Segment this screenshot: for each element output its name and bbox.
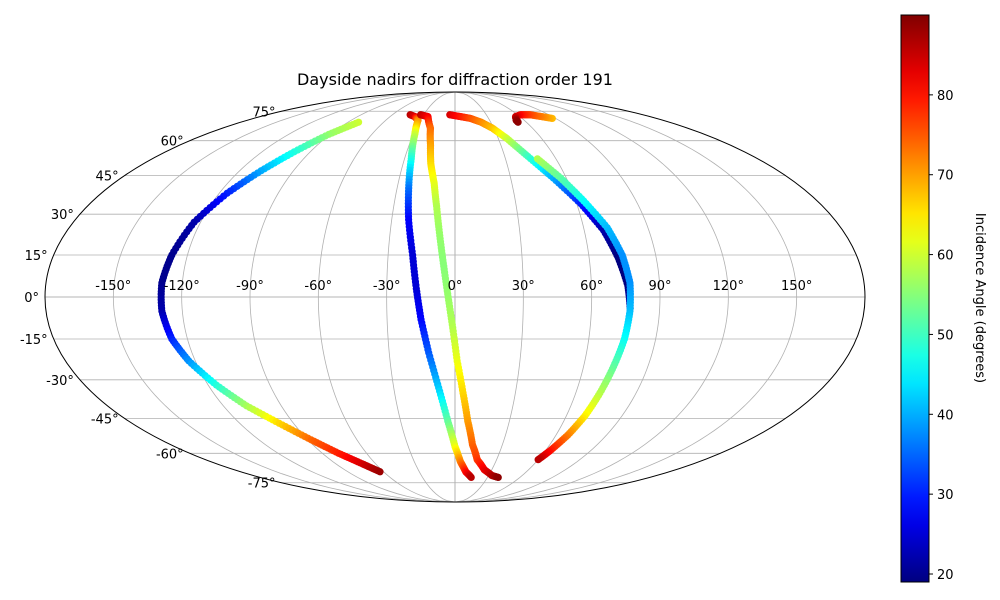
longitude-tick-label: -30°: [373, 279, 401, 294]
longitude-tick-labels: -150° -120° -90° -60° -30° 0° 30° 60° 90° 120° 150…: [95, 279, 812, 294]
longitude-tick-label: 60°: [580, 279, 603, 294]
latitude-tick-label: 30°: [51, 208, 74, 223]
latitude-tick-label: 75°: [252, 105, 275, 120]
latitude-tick-label: -45°: [91, 412, 119, 427]
colorbar-tick-label: 80: [937, 89, 954, 104]
latitude-tick-label: -15°: [20, 333, 48, 348]
colorbar-label: Incidence Angle (degrees): [972, 213, 987, 383]
latitude-tick-label: 15°: [25, 249, 48, 264]
colorbar-tick-label: 60: [937, 249, 954, 264]
colorbar-ticks: 20 30 40 50 60 70 80: [929, 89, 954, 583]
data-points: [157, 111, 634, 482]
latitude-tick-label: 45°: [96, 170, 119, 185]
longitude-tick-label: -90°: [236, 279, 264, 294]
colorbar-gradient: [900, 14, 930, 583]
colorbar-tick-label: 40: [937, 408, 954, 423]
longitude-tick-label: 90°: [648, 279, 671, 294]
map-boundary: [44, 91, 866, 503]
longitude-tick-label: 30°: [512, 279, 535, 294]
latitude-tick-label: 0°: [24, 291, 39, 306]
data-point: [467, 473, 475, 482]
chart-title: Dayside nadirs for diffraction order 191: [297, 70, 613, 89]
mollweide-map: -150° -120° -90° -60° -30° 0° 30° 60° 90° 120° 150…: [20, 91, 866, 503]
longitude-tick-label: -60°: [304, 279, 332, 294]
data-point: [376, 468, 384, 476]
latitude-tick-label: -60°: [156, 447, 184, 462]
colorbar: 20 30 40 50 60 70 80 Incidence Angle (degrees): [900, 14, 987, 583]
data-point: [534, 456, 542, 464]
data-point: [494, 473, 502, 482]
longitude-tick-label: 150°: [781, 279, 812, 294]
longitude-tick-label: -120°: [164, 279, 200, 294]
colorbar-tick-label: 30: [937, 488, 954, 503]
latitude-tick-label: 60°: [161, 135, 184, 150]
colorbar-tick-label: 70: [937, 169, 954, 184]
latitude-tick-label: -75°: [248, 477, 276, 492]
latitude-tick-label: -30°: [46, 374, 74, 389]
longitude-tick-label: 0°: [448, 279, 463, 294]
data-point: [514, 118, 522, 126]
longitude-tick-label: -150°: [95, 279, 131, 294]
longitude-tick-label: 120°: [713, 279, 744, 294]
latitude-tick-labels: 75° 60° 45° 30° 15° 0° -15° -30° -45° -60° -75°: [20, 105, 276, 491]
colorbar-tick-label: 20: [937, 568, 954, 583]
colorbar-tick-label: 50: [937, 328, 954, 343]
